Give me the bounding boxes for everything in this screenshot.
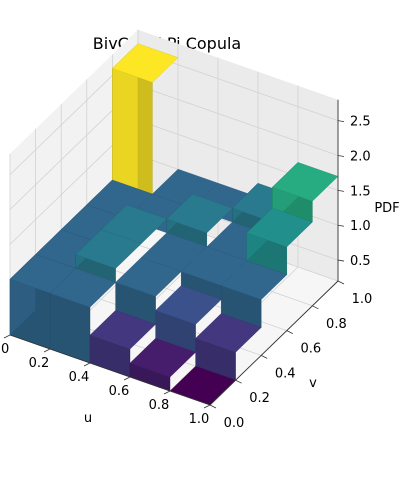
x-axis-label: u	[84, 411, 92, 426]
x-tick-label: 0.0	[0, 342, 9, 357]
y-tick-mark	[235, 379, 242, 384]
x-tick-mark	[83, 362, 91, 367]
grid-line-z	[137, 85, 339, 156]
x-tick-label: 0.2	[29, 356, 50, 371]
x-tick-mark	[123, 376, 131, 381]
y-tick-label: 0.8	[326, 317, 347, 332]
surface-cell	[195, 313, 262, 353]
x-tick-mark	[203, 404, 211, 409]
z-tick-mark	[337, 259, 345, 262]
y-tick-label: 0.0	[224, 416, 245, 431]
x-tick-label: 0.4	[69, 370, 90, 385]
z-tick-mark	[337, 155, 345, 157]
y-tick-mark	[209, 404, 217, 409]
z-tick-mark	[337, 120, 345, 123]
z-tick-label: 1.5	[350, 184, 371, 199]
y-tick-mark	[337, 280, 345, 285]
x-tick-mark	[163, 390, 171, 395]
x-tick-mark	[3, 334, 11, 339]
z-tick-label: 1.0	[350, 219, 371, 234]
y-tick-label: 0.4	[275, 366, 296, 381]
y-axis-label: v	[309, 376, 317, 391]
surface	[9, 43, 339, 406]
y-tick-label: 0.6	[300, 342, 321, 357]
z-tick-mark	[337, 224, 345, 227]
surface-cell	[220, 260, 288, 300]
y-tick-label: 1.0	[352, 292, 373, 307]
x-tick-label: 0.6	[109, 384, 130, 399]
surface-cell	[75, 229, 142, 269]
y-tick-label: 0.2	[249, 391, 270, 406]
x-tick-label: 1.0	[189, 412, 210, 427]
x-axis-line	[9, 334, 211, 406]
z-tick-mark	[337, 189, 345, 192]
surface-cell	[246, 207, 313, 248]
y-tick-mark	[312, 305, 319, 310]
surface-cell	[112, 43, 179, 83]
z-tick-label: 2.0	[350, 149, 371, 164]
z-axis-label: PDF	[374, 201, 399, 216]
z-tick-label: 0.5	[350, 254, 371, 269]
z-tick-label: 2.5	[350, 115, 371, 130]
y-tick-mark	[261, 355, 268, 359]
x-tick-label: 0.8	[149, 398, 170, 413]
x-tick-mark	[43, 348, 51, 353]
tick-labels: 0.0 0.2 0.4 0.6 0.8 1.0 0.0 0.2 0.4 0.6 0.8 1.0 0.5 1…	[0, 115, 372, 431]
y-tick-mark	[286, 330, 293, 334]
y-axis-line	[209, 280, 339, 406]
